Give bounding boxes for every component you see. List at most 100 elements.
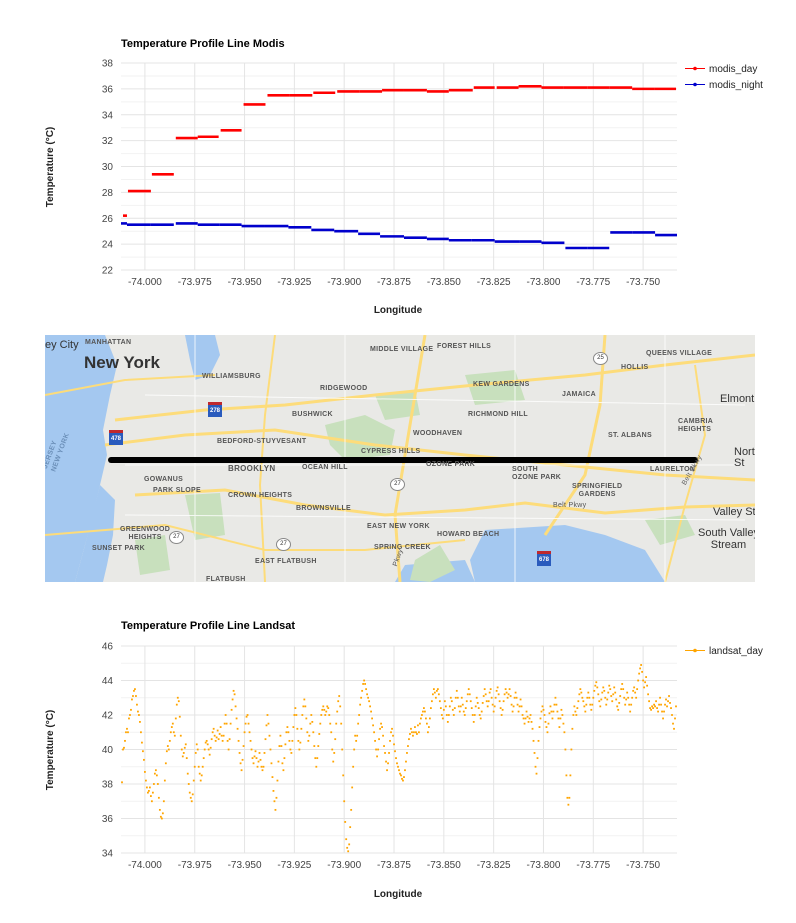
landsat_day-point: [421, 714, 423, 716]
landsat_day-point: [537, 739, 540, 742]
landsat_day-point: [445, 714, 448, 716]
map-label-manhattan: MANHATTAN: [85, 339, 132, 346]
map-label-laurelton: LAURELTON: [650, 466, 696, 473]
landsat_day-point: [442, 708, 445, 711]
landsat_day-point: [152, 783, 155, 785]
landsat_day-point: [385, 760, 387, 763]
landsat_day-point: [148, 786, 151, 789]
landsat_day-point: [218, 733, 221, 735]
landsat_day-point: [384, 752, 386, 754]
road-mid: [104, 428, 755, 482]
landsat_day-point: [283, 757, 286, 760]
landsat_day-point: [654, 705, 656, 708]
landsat_day-point: [549, 705, 552, 708]
y-tick-label: 36: [102, 814, 114, 825]
map-label-crown-heights: CROWN HEIGHTS: [228, 492, 293, 499]
landsat_day-point: [656, 707, 658, 709]
landsat_day-point: [512, 705, 515, 708]
landsat_day-point: [510, 703, 513, 706]
landsat_day-point: [562, 722, 565, 725]
landsat_day-point: [352, 765, 355, 768]
landsat_day-point: [166, 745, 169, 747]
landsat_day-point: [497, 693, 500, 696]
landsat_day-point: [461, 703, 464, 706]
landsat_day-point: [566, 796, 569, 799]
map-label-richmond-hill: RICHMOND HILL: [468, 411, 528, 418]
landsat_day-point: [628, 703, 631, 706]
landsat_day-point: [671, 714, 673, 716]
x-tick-label: -73.850: [427, 860, 461, 871]
landsat_day-point: [522, 717, 525, 720]
landsat_day-point: [179, 734, 182, 737]
route-27-shield-b: 27: [169, 531, 184, 544]
landsat_day-point: [515, 696, 518, 699]
landsat_day-point: [518, 705, 521, 708]
landsat_day-point: [181, 755, 184, 758]
landsat_day-point: [558, 726, 561, 728]
landsat_day-point: [418, 731, 420, 734]
landsat_day-point: [225, 722, 228, 725]
landsat_day-point: [157, 796, 160, 799]
landsat_day-point: [222, 734, 225, 737]
map-image[interactable]: ey City New York MANHATTAN WILLIAMSBURG …: [45, 335, 755, 582]
landsat_day-point: [314, 757, 317, 760]
landsat_day-point: [140, 731, 142, 734]
landsat_day-point: [474, 705, 477, 708]
landsat_day-point: [146, 786, 148, 789]
landsat_day-point: [459, 705, 462, 708]
landsat_day-point: [514, 691, 517, 694]
landsat_day-point: [615, 698, 618, 701]
landsat_day-point: [365, 688, 368, 691]
landsat_day-point: [473, 714, 476, 716]
landsat_day-point: [299, 741, 302, 744]
landsat_day-point: [457, 705, 460, 708]
landsat_day-point: [127, 731, 129, 734]
landsat_day-point: [317, 745, 320, 747]
landsat-y-ticks: 34 36 38 40 42 44 46: [102, 642, 114, 860]
landsat_day-point: [588, 696, 591, 699]
landsat_day-point: [386, 769, 388, 772]
landsat_day-point: [176, 696, 179, 699]
map-label-ridgewood: RIDGEWOOD: [320, 385, 368, 392]
map-label-east-flatbush: EAST FLATBUSH: [255, 558, 317, 565]
landsat_day-point: [468, 693, 471, 696]
landsat_day-point: [603, 689, 606, 692]
landsat_day-point: [281, 762, 284, 765]
landsat_day-point: [634, 691, 637, 694]
landsat_day-point: [297, 739, 300, 742]
landsat_day-point: [658, 703, 660, 706]
landsat_day-point: [269, 748, 272, 751]
landsat_day-point: [388, 752, 390, 754]
landsat_day-point: [354, 734, 357, 737]
landsat_day-point: [414, 726, 416, 728]
modis-legend: modis_day modis_night: [685, 64, 763, 91]
landsat_day-point: [519, 698, 522, 701]
map-label-forest-hills: FOREST HILLS: [437, 343, 492, 350]
landsat_day-point: [193, 765, 196, 768]
legend-label-modis-day: modis_day: [709, 64, 757, 75]
landsat_day-point: [531, 727, 534, 730]
landsat_day-point: [402, 779, 404, 782]
landsat_day-point: [372, 724, 374, 727]
landsat_day-point: [339, 705, 342, 708]
landsat_day-point: [147, 791, 149, 794]
landsat_day-point: [627, 696, 630, 699]
legend-marker-modis-day: [693, 66, 697, 71]
map-label-bedford-stuyvesant: BEDFORD-STUYVESANT: [217, 438, 307, 445]
landsat_day-point: [643, 686, 646, 689]
landsat_day-point: [618, 702, 621, 704]
landsat_day-point: [669, 702, 671, 704]
landsat_day-point: [475, 696, 478, 699]
modis-x-ticks: -74.000 -73.975 -73.950 -73.925 -73.900 -73.8…: [128, 277, 661, 288]
landsat_day-point: [346, 846, 349, 849]
landsat_day-point: [294, 707, 297, 709]
landsat_day-point: [191, 793, 194, 796]
landsat_day-point: [613, 686, 616, 689]
map-label-brownsville: BROWNSVILLE: [296, 505, 352, 512]
landsat_day-point: [641, 670, 644, 673]
landsat_day-point: [578, 693, 581, 696]
x-tick-label: -73.900: [327, 277, 361, 288]
landsat_day-point: [413, 731, 415, 734]
landsat_day-point: [355, 739, 358, 742]
landsat_day-point: [123, 746, 125, 749]
